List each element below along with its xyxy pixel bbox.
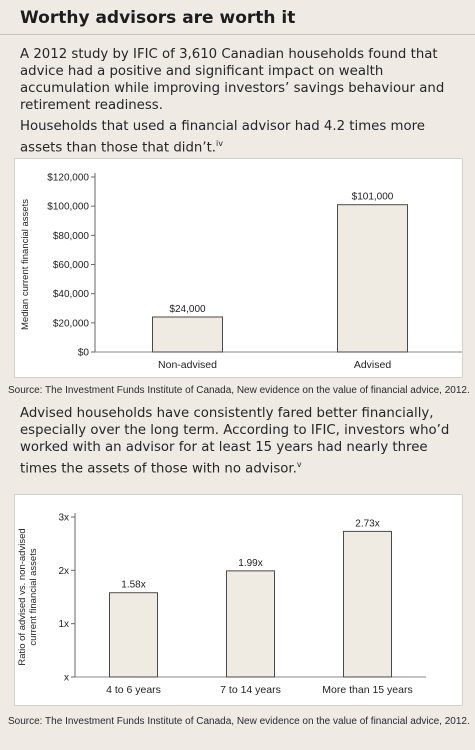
- category-label: Advised: [354, 359, 392, 371]
- y-tick-label: $120,000: [47, 173, 89, 184]
- chart2-caption-text: Advised households have consistently far…: [20, 406, 450, 477]
- chart1-svg: $0 $20,000 $40,000 $60,000 $80,000 $100,000 $1…: [20, 173, 462, 371]
- chart2-panel: x 1x 2x 3x 1.58x 4 to 6 years 1.99x 7 to 14 yea…: [14, 494, 463, 706]
- bar: [343, 530, 392, 678]
- data-label: $24,000: [169, 304, 206, 315]
- category-label: Non-advised: [158, 359, 217, 371]
- chart1-panel: $0 $20,000 $40,000 $60,000 $80,000 $100,000 $1…: [14, 158, 463, 378]
- chart1-caption-text: Households that used a financial advisor…: [20, 119, 425, 156]
- category-label: 4 to 6 years: [106, 684, 161, 696]
- y-tick-label: $80,000: [53, 231, 90, 242]
- y-tick-label: $60,000: [53, 260, 90, 271]
- bar: [226, 570, 275, 678]
- bar: [337, 204, 408, 353]
- category-label: More than 15 years: [322, 684, 412, 696]
- title-divider: [0, 34, 475, 35]
- chart1-caption-footnote: iv: [216, 139, 223, 148]
- chart1-caption: Households that used a financial advisor…: [20, 118, 460, 156]
- chart2-svg: x 1x 2x 3x 1.58x 4 to 6 years 1.99x 7 to 14 yea…: [17, 513, 426, 696]
- y-axis-title: Ratio of advised vs. non-advised: [17, 528, 28, 665]
- y-axis-title: Median current financial assets: [20, 199, 31, 330]
- bar: [109, 592, 158, 678]
- y-tick-label: $20,000: [53, 318, 90, 329]
- category-label: 7 to 14 years: [220, 684, 281, 696]
- chart2-caption-footnote: v: [296, 460, 302, 469]
- page-title: Worthy advisors are worth it: [20, 8, 296, 28]
- y-tick-label: $100,000: [47, 202, 89, 213]
- chart2-caption: Advised households have consistently far…: [20, 405, 460, 477]
- data-label: $101,000: [352, 192, 394, 203]
- chart1-source: Source: The Investment Funds Institute o…: [8, 385, 470, 396]
- y-tick-label: $0: [78, 348, 90, 359]
- y-tick-label: 2x: [58, 566, 69, 577]
- data-label: 1.99x: [238, 558, 262, 569]
- y-axis-title: current financial assets: [28, 548, 39, 645]
- chart2-source: Source: The Investment Funds Institute o…: [8, 716, 470, 727]
- y-tick-label: 1x: [58, 619, 69, 630]
- bar: [152, 316, 223, 353]
- y-tick-label: x: [64, 673, 69, 684]
- data-label: 2.73x: [355, 518, 379, 529]
- y-tick-label: 3x: [58, 513, 69, 524]
- y-tick-label: $40,000: [53, 289, 90, 300]
- data-label: 1.58x: [121, 580, 145, 591]
- intro-paragraph: A 2012 study by IFIC of 3,610 Canadian h…: [20, 47, 445, 113]
